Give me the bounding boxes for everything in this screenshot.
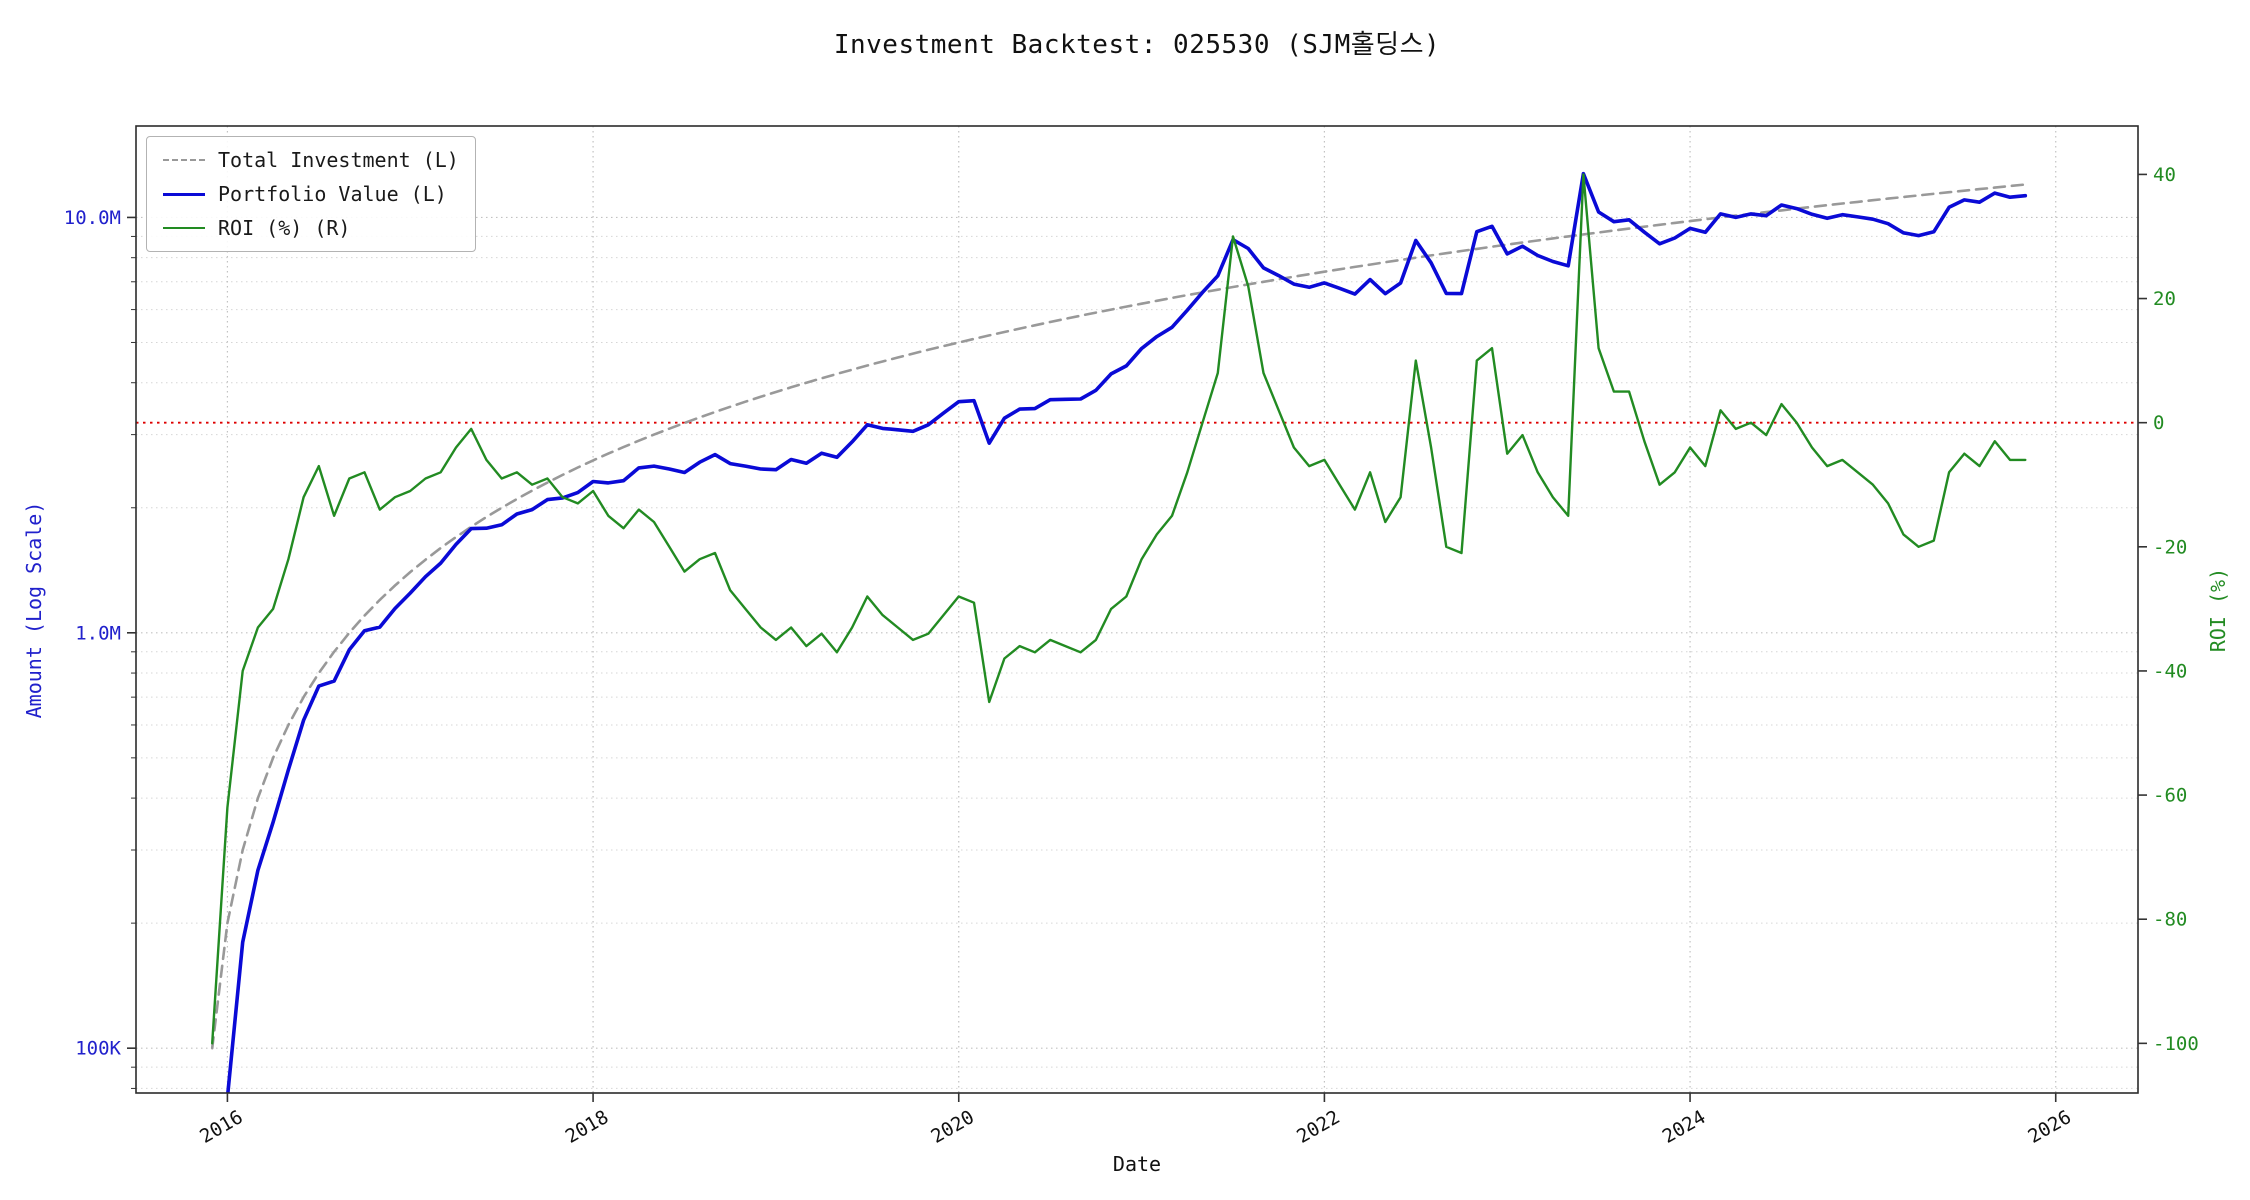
y-right-tick-label: -60 — [2153, 785, 2187, 807]
right-axis-label: ROI (%) — [2206, 567, 2230, 653]
series-lines — [210, 171, 2028, 1093]
left-axis-label: Amount (Log Scale) — [22, 501, 46, 719]
legend-line-sample — [163, 227, 205, 229]
x-tick-label: 2020 — [927, 1106, 978, 1148]
y-right-tick-label: 0 — [2153, 412, 2164, 434]
legend-label: ROI (%) (R) — [218, 216, 351, 240]
y-right-tick-label: 40 — [2153, 164, 2176, 186]
chart-legend: Total Investment (L) Portfolio Value (L) R… — [146, 136, 476, 252]
legend-item-0: Total Investment (L) — [163, 148, 459, 172]
y-right-tick-label: -20 — [2153, 536, 2187, 558]
y-left-tick-label: 1.0M — [75, 622, 121, 644]
y-right-tick-label: -100 — [2153, 1033, 2199, 1055]
chart-title: Investment Backtest: 025530 (SJM홀딩스) — [833, 30, 1441, 60]
x-tick-label: 2022 — [1293, 1106, 1344, 1148]
legend-label: Portfolio Value (L) — [218, 182, 447, 206]
plot-border — [135, 125, 2139, 1094]
y-right-tick-label: -80 — [2153, 909, 2187, 931]
y-right-tick-label: -40 — [2153, 660, 2187, 682]
legend-item-1: Portfolio Value (L) — [163, 182, 459, 206]
tick-labels: 100K 1.0M 10.0M 40 20 0 -20 -40 -60 -80 -100 2016 20… — [64, 164, 2199, 1148]
y-left-tick-label: 10.0M — [64, 207, 121, 229]
x-tick-label: 2024 — [1659, 1106, 1710, 1148]
legend-item-2: ROI (%) (R) — [163, 216, 459, 240]
y-left-tick-label: 100K — [75, 1038, 121, 1060]
y-right-tick-label: 20 — [2153, 288, 2176, 310]
x-tick-label: 2016 — [196, 1106, 247, 1148]
series-line-2 — [211, 173, 2027, 1045]
legend-label: Total Investment (L) — [218, 148, 459, 172]
legend-line-sample — [163, 192, 205, 196]
series-line-1 — [226, 171, 2028, 1093]
series-line-0 — [210, 183, 2027, 1050]
x-tick-label: 2018 — [562, 1106, 613, 1148]
legend-line-sample — [163, 159, 205, 161]
x-tick-label: 2026 — [2024, 1106, 2075, 1148]
gridlines — [136, 126, 2138, 1093]
x-axis-label: Date — [1112, 1152, 1162, 1176]
